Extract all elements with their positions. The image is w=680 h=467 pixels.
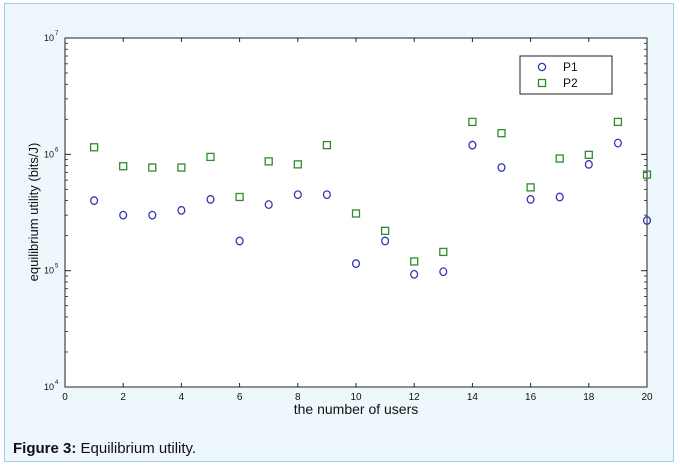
point-p2 <box>555 154 564 163</box>
legend-box <box>519 55 613 95</box>
y-tick-label: 10 <box>44 33 54 43</box>
point-p1 <box>381 236 390 246</box>
x-axis-label: the number of users <box>294 401 419 417</box>
point-p2 <box>468 117 477 127</box>
point-p1 <box>613 138 622 148</box>
point-p1 <box>119 210 128 220</box>
x-tick-label: 6 <box>237 392 243 403</box>
x-tick-label: 14 <box>467 392 479 403</box>
data-points <box>89 117 652 279</box>
point-p2 <box>293 160 302 169</box>
x-tick-label: 0 <box>62 392 68 403</box>
y-axis-label: equilibrium utility (bits/J) <box>26 143 41 282</box>
legend: P1 P2 <box>519 55 613 95</box>
plot-area <box>64 37 648 388</box>
x-tick-labels: 0 2 4 6 8 10 12 14 16 18 20 <box>62 392 653 403</box>
figure-caption: Figure 3: Equilibrium utility. <box>13 440 196 457</box>
point-p2 <box>322 140 332 150</box>
point-p1 <box>322 190 331 200</box>
y-tick-label: 10 <box>44 149 54 159</box>
point-p1 <box>497 163 506 172</box>
point-p1 <box>206 194 215 204</box>
point-p2 <box>119 162 128 171</box>
point-p1 <box>555 192 564 202</box>
point-p2 <box>89 143 99 152</box>
caption-text: Equilibrium utility. <box>80 440 197 457</box>
x-tick-label: 18 <box>583 392 595 403</box>
point-p1 <box>351 259 361 269</box>
point-p1 <box>642 216 652 225</box>
point-p1 <box>235 236 244 246</box>
point-p1 <box>90 196 99 206</box>
point-p2 <box>148 163 157 172</box>
x-tick-label: 8 <box>295 392 301 403</box>
point-p1 <box>293 190 302 200</box>
x-tick-label: 2 <box>120 392 126 403</box>
y-tick-label: 10 <box>44 266 54 276</box>
x-tick-label: 10 <box>350 392 362 403</box>
point-p1 <box>468 140 477 150</box>
point-p2 <box>351 209 361 218</box>
point-p2 <box>177 163 186 172</box>
point-p2 <box>264 157 273 166</box>
x-tick-label: 20 <box>641 392 653 403</box>
y-tick-label-exponent: 4 <box>55 380 59 386</box>
point-p2 <box>584 150 593 159</box>
x-tick-label: 4 <box>179 392 185 403</box>
y-tick-label-exponent: 6 <box>55 147 59 153</box>
point-p2 <box>497 129 506 138</box>
point-p1 <box>148 210 157 220</box>
point-p2 <box>206 152 215 162</box>
point-p1 <box>526 194 535 204</box>
caption-label: Figure 3: <box>13 440 77 457</box>
point-p1 <box>177 205 186 215</box>
point-p2 <box>380 226 390 235</box>
point-p2 <box>439 247 448 257</box>
axis-ticks <box>64 37 648 388</box>
point-p2 <box>526 183 535 192</box>
point-p1 <box>584 159 593 169</box>
legend-label-p2: P2 <box>563 76 578 90</box>
point-p2 <box>642 170 652 179</box>
x-tick-label: 12 <box>409 392 421 403</box>
y-tick-label: 10 <box>44 382 54 392</box>
legend-marker-p1 <box>537 62 547 72</box>
legend-marker-p2 <box>537 78 547 88</box>
legend-label-p1: P1 <box>563 60 578 74</box>
point-p1 <box>264 200 273 210</box>
point-p1 <box>439 267 448 277</box>
x-tick-label: 16 <box>525 392 537 403</box>
point-p2 <box>613 117 623 127</box>
y-tick-label-exponent: 5 <box>55 264 59 270</box>
point-p1 <box>410 269 419 279</box>
y-tick-label-exponent: 7 <box>55 31 59 37</box>
point-p2 <box>410 257 419 266</box>
point-p2 <box>235 192 244 202</box>
